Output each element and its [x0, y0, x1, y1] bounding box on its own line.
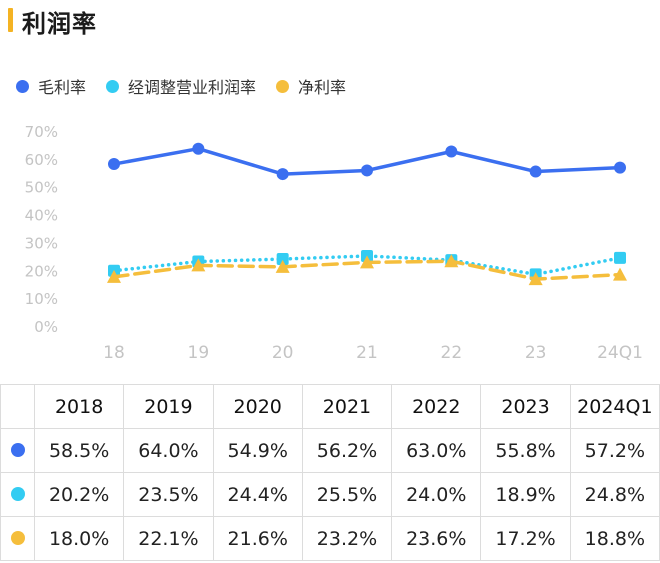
- legend-marker-gross: [16, 79, 29, 93]
- table-header-cell: 2021: [301, 384, 393, 429]
- table-header-cell: 2024Q1: [569, 384, 660, 429]
- data-point: [445, 145, 458, 158]
- data-point: [276, 253, 289, 266]
- table-cell: 55.8%: [480, 428, 571, 473]
- legend-item-adjusted[interactable]: 经调整营业利润率: [106, 74, 256, 98]
- data-point: [361, 164, 373, 177]
- data-point: [108, 158, 120, 171]
- y-tick-label: 10%: [25, 290, 58, 308]
- row-marker-gross: [10, 442, 25, 457]
- data-point: [529, 165, 542, 178]
- data-point: [191, 258, 206, 272]
- x-tick-label: 23: [525, 343, 547, 363]
- table-row: 20.2% 23.5% 24.4% 25.5% 24.0% 18.9% 24.8…: [0, 472, 660, 517]
- table-header-row: 2018 2019 2020 2021 2022 2023 2024Q1: [0, 384, 660, 429]
- table-cell: 56.2%: [301, 428, 393, 473]
- data-point: [528, 272, 543, 286]
- x-tick-label: 18: [103, 343, 125, 363]
- table-cell: 20.2%: [33, 472, 125, 517]
- table-cell: 17.2%: [480, 516, 571, 561]
- table-cell: 54.9%: [212, 428, 303, 473]
- table-cell: 57.2%: [569, 428, 660, 473]
- table-cell: 24.4%: [212, 472, 303, 517]
- y-tick-label: 20%: [25, 262, 58, 280]
- legend-label-net: 净利率: [298, 78, 347, 97]
- data-point: [275, 259, 290, 273]
- y-tick-label: 0%: [34, 318, 58, 336]
- line-chart: 0% 10% 20% 30% 40% 50% 60% 70% 18 19 20 21 22 23 24Q1: [25, 123, 643, 363]
- data-point: [614, 161, 626, 174]
- chart-legend: 毛利率 经调整营业利润率 净利率: [16, 73, 366, 99]
- legend-label-adjusted: 经调整营业利润率: [128, 78, 257, 97]
- table-corner-cell: [0, 384, 35, 429]
- data-point: [192, 142, 205, 155]
- legend-marker-net: [276, 79, 290, 93]
- data-point: [276, 168, 289, 181]
- table-cell: 24.8%: [569, 472, 660, 517]
- table-cell: 18.9%: [480, 472, 571, 517]
- data-point: [444, 254, 459, 268]
- y-tick-label: 50%: [25, 179, 58, 197]
- table-header-cell: 2022: [391, 384, 482, 429]
- legend-item-net[interactable]: 净利率: [276, 74, 346, 98]
- table-cell: 18.0%: [33, 516, 125, 561]
- table-header-cell: 2019: [123, 384, 214, 429]
- data-point: [107, 269, 121, 283]
- table-cell: 58.5%: [33, 428, 125, 473]
- data-point: [613, 267, 627, 281]
- data-point: [614, 251, 626, 264]
- table-cell: 22.1%: [123, 516, 214, 561]
- table-cell: 24.0%: [391, 472, 482, 517]
- table-header-cell: 2020: [212, 384, 303, 429]
- table-cell: 23.6%: [391, 516, 482, 561]
- legend-item-gross[interactable]: 毛利率: [16, 74, 86, 98]
- table-row: 18.0% 22.1% 21.6% 23.2% 23.6% 17.2% 18.8…: [0, 516, 660, 561]
- title-accent-bar: [8, 8, 13, 32]
- x-tick-label: 24Q1: [597, 343, 643, 363]
- row-marker-net: [10, 530, 25, 545]
- page-title: 利润率: [22, 10, 97, 38]
- row-marker-adjusted: [10, 486, 25, 501]
- table-cell: 21.6%: [212, 516, 303, 561]
- legend-label-gross: 毛利率: [38, 78, 87, 97]
- table-row: 58.5% 64.0% 54.9% 56.2% 63.0% 55.8% 57.2…: [0, 428, 660, 473]
- x-tick-label: 20: [272, 343, 294, 363]
- data-table: 2018 2019 2020 2021 2022 2023 2024Q1 58.…: [0, 384, 660, 561]
- table-cell: 63.0%: [391, 428, 482, 473]
- table-cell: 18.8%: [569, 516, 660, 561]
- row-marker-cell: [0, 516, 35, 561]
- y-tick-label: 30%: [25, 234, 58, 252]
- table-header-cell: 2023: [480, 384, 571, 429]
- data-point: [360, 255, 374, 269]
- table-cell: 25.5%: [301, 472, 393, 517]
- x-tick-label: 22: [441, 343, 463, 363]
- y-tick-label: 40%: [25, 207, 58, 225]
- x-tick-label: 19: [188, 343, 210, 363]
- x-tick-label: 21: [356, 343, 378, 363]
- row-marker-cell: [0, 428, 35, 473]
- y-tick-label: 60%: [25, 151, 58, 169]
- table-cell: 23.2%: [301, 516, 393, 561]
- y-tick-label: 70%: [25, 123, 58, 141]
- table-header-cell: 2018: [33, 384, 125, 429]
- table-cell: 23.5%: [123, 472, 214, 517]
- legend-marker-adjusted: [106, 79, 120, 93]
- row-marker-cell: [0, 472, 35, 517]
- table-cell: 64.0%: [123, 428, 214, 473]
